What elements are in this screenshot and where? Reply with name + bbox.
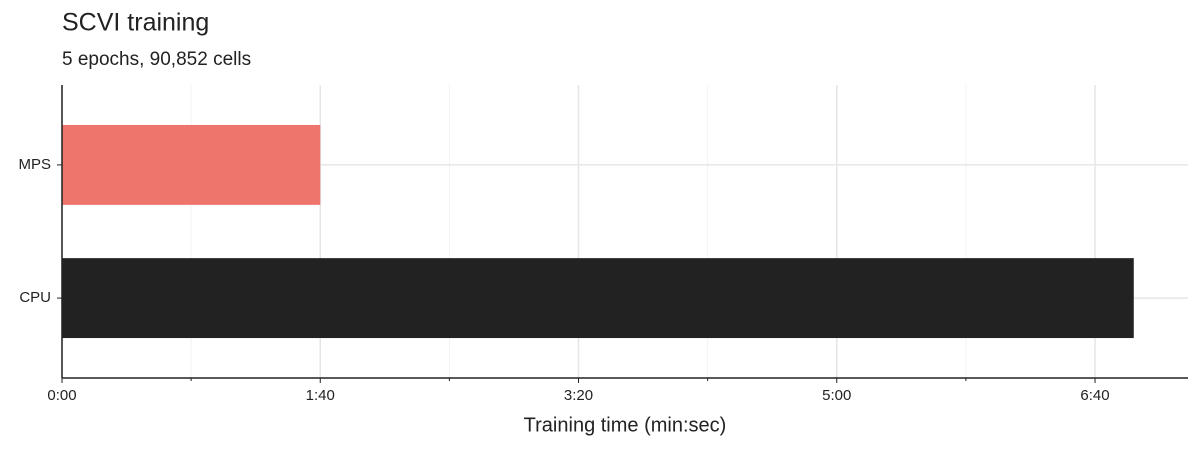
y-tick-label: CPU <box>19 289 51 306</box>
x-tick-label: 5:00 <box>822 387 851 404</box>
x-tick-label: 0:00 <box>47 387 76 404</box>
bar <box>62 258 1134 339</box>
x-tick-label: 1:40 <box>306 387 335 404</box>
y-tick-label: MPS <box>18 156 51 173</box>
chart-title: SCVI training <box>62 9 209 37</box>
x-tick-label: 6:40 <box>1080 387 1109 404</box>
x-axis-label: Training time (min:sec) <box>524 414 727 436</box>
x-tick-label: 3:20 <box>564 387 593 404</box>
chart-subtitle: 5 epochs, 90,852 cells <box>62 49 251 70</box>
bar <box>62 124 321 205</box>
